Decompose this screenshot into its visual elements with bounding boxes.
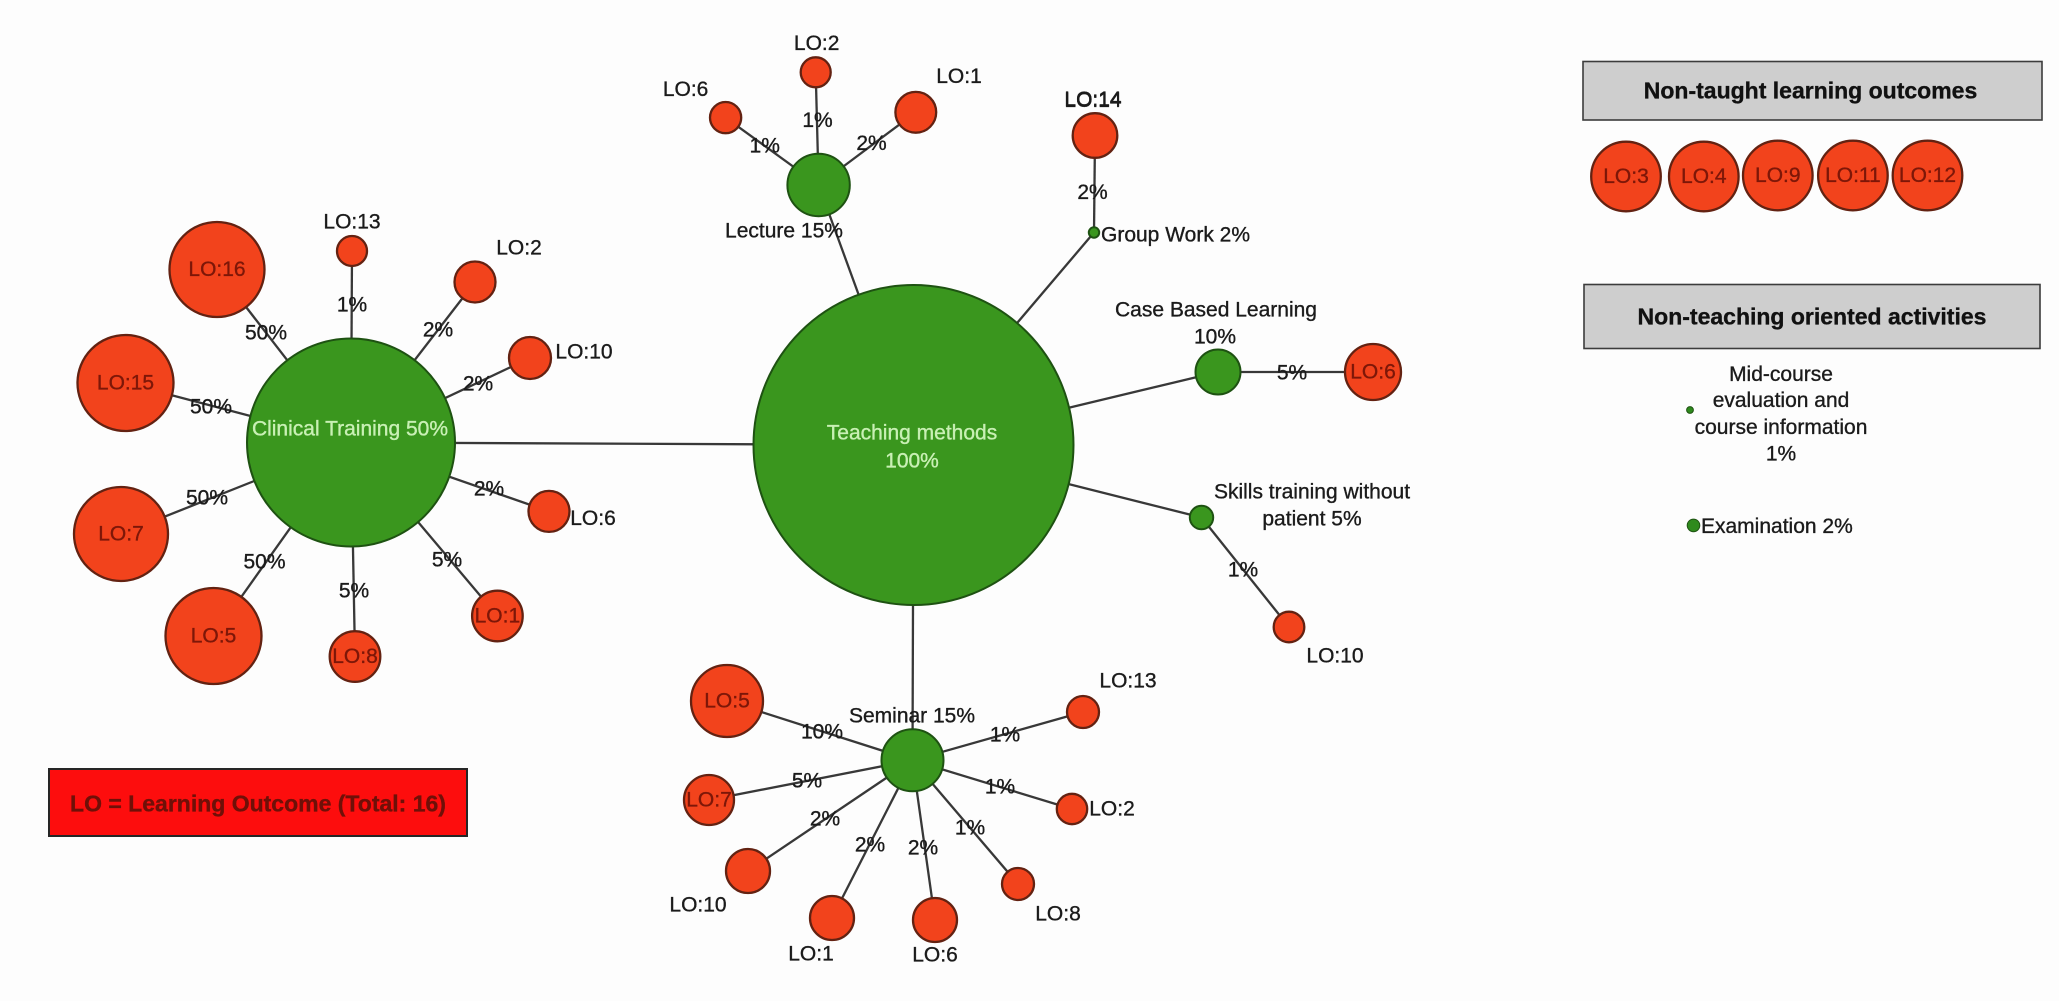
svg-text:LO:3: LO:3 <box>1603 165 1649 188</box>
svg-text:LO:6: LO:6 <box>663 78 709 101</box>
svg-text:5%: 5% <box>432 549 462 572</box>
svg-text:Seminar 15%: Seminar 15% <box>849 705 975 728</box>
svg-text:2%: 2% <box>908 837 938 860</box>
svg-text:1%: 1% <box>1228 559 1258 582</box>
svg-text:LO:14: LO:14 <box>1064 88 1122 111</box>
svg-text:50%: 50% <box>245 322 287 345</box>
svg-text:10%: 10% <box>1194 326 1236 349</box>
svg-text:evaluation and: evaluation and <box>1713 389 1850 412</box>
svg-text:LO:6: LO:6 <box>912 944 958 967</box>
svg-text:2%: 2% <box>810 808 840 831</box>
svg-text:1%: 1% <box>985 776 1015 799</box>
svg-text:50%: 50% <box>190 396 232 419</box>
svg-text:1%: 1% <box>1766 443 1796 466</box>
svg-text:LO:7: LO:7 <box>98 523 144 546</box>
svg-text:50%: 50% <box>243 551 285 574</box>
svg-text:100%: 100% <box>885 450 939 473</box>
svg-text:Clinical Training 50%: Clinical Training 50% <box>252 418 448 441</box>
svg-text:LO:5: LO:5 <box>704 690 750 713</box>
svg-text:Group Work 2%: Group Work 2% <box>1101 224 1250 247</box>
svg-text:LO:1: LO:1 <box>475 605 521 628</box>
svg-text:5%: 5% <box>339 580 369 603</box>
svg-text:LO:5: LO:5 <box>191 625 237 648</box>
svg-text:5%: 5% <box>792 770 822 793</box>
svg-text:LO:10: LO:10 <box>555 341 612 364</box>
svg-text:LO:1: LO:1 <box>936 65 982 88</box>
svg-text:LO:7: LO:7 <box>686 789 732 812</box>
svg-text:Case Based Learning: Case Based Learning <box>1115 299 1317 322</box>
svg-text:LO:2: LO:2 <box>1089 798 1135 821</box>
svg-text:LO:9: LO:9 <box>1755 164 1801 187</box>
svg-text:1%: 1% <box>337 294 367 317</box>
svg-text:LO:11: LO:11 <box>1825 164 1881 187</box>
svg-text:10%: 10% <box>801 721 843 744</box>
svg-text:patient 5%: patient 5% <box>1262 508 1361 531</box>
svg-text:LO:6: LO:6 <box>1350 361 1396 384</box>
svg-text:course information: course information <box>1695 416 1868 439</box>
svg-text:LO:16: LO:16 <box>188 258 245 281</box>
svg-text:LO:13: LO:13 <box>1099 670 1156 693</box>
svg-text:Teaching methods: Teaching methods <box>827 422 997 445</box>
svg-text:Mid-course: Mid-course <box>1729 363 1833 386</box>
svg-text:LO = Learning Outcome (Total:: LO = Learning Outcome (Total: 16) <box>70 791 446 817</box>
svg-text:2%: 2% <box>856 132 886 155</box>
svg-text:1%: 1% <box>955 817 985 840</box>
svg-text:Lecture 15%: Lecture 15% <box>725 220 843 243</box>
svg-text:Examination 2%: Examination 2% <box>1701 515 1853 538</box>
svg-text:LO:10: LO:10 <box>1306 645 1363 668</box>
svg-text:2%: 2% <box>1077 181 1107 204</box>
svg-text:LO:1: LO:1 <box>788 943 834 966</box>
svg-text:LO:8: LO:8 <box>332 645 378 668</box>
svg-text:5%: 5% <box>1277 362 1307 385</box>
svg-text:LO:14: LO:14 <box>1064 89 1122 112</box>
svg-text:2%: 2% <box>855 834 885 857</box>
svg-text:Skills training without: Skills training without <box>1214 481 1410 504</box>
svg-text:2%: 2% <box>423 319 453 342</box>
svg-text:LO:6: LO:6 <box>570 507 616 530</box>
svg-text:1%: 1% <box>802 109 832 132</box>
svg-text:LO:2: LO:2 <box>794 32 840 55</box>
svg-text:LO:12: LO:12 <box>1899 164 1956 187</box>
svg-text:Non-teaching oriented activiti: Non-teaching oriented activities <box>1638 304 1987 330</box>
svg-text:LO:10: LO:10 <box>669 894 726 917</box>
svg-text:1%: 1% <box>750 134 780 157</box>
svg-text:2%: 2% <box>463 373 493 396</box>
svg-text:50%: 50% <box>186 487 228 510</box>
svg-text:LO:13: LO:13 <box>323 211 380 234</box>
svg-text:1%: 1% <box>990 724 1020 747</box>
svg-text:LO:4: LO:4 <box>1681 165 1727 188</box>
svg-text:LO:15: LO:15 <box>97 372 154 395</box>
svg-text:LO:2: LO:2 <box>496 237 542 260</box>
svg-text:2%: 2% <box>474 478 504 501</box>
svg-text:LO:8: LO:8 <box>1035 903 1081 926</box>
svg-text:Non-taught learning outcomes: Non-taught learning outcomes <box>1644 78 1978 104</box>
